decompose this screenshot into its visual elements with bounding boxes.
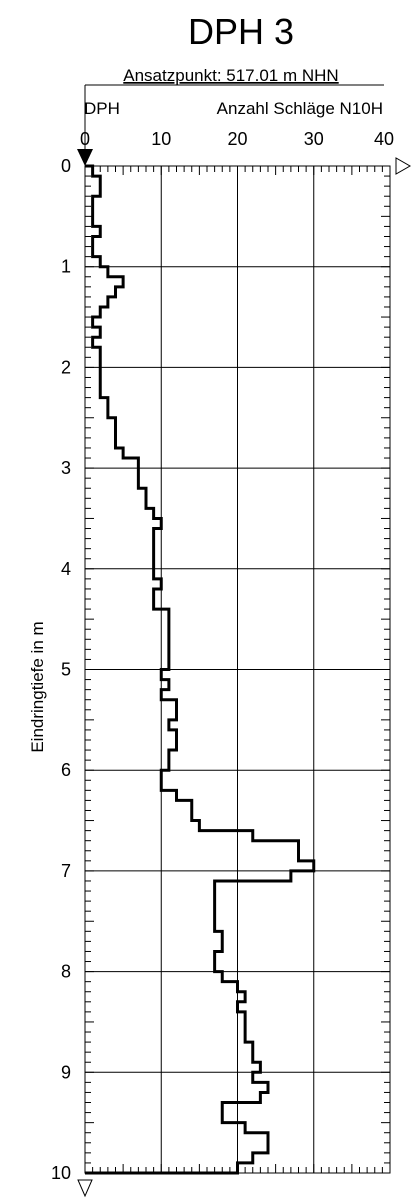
bottom-arrow-icon bbox=[77, 1179, 93, 1198]
y-tick-label: 8 bbox=[61, 962, 71, 982]
start-marker-icon bbox=[77, 149, 93, 166]
x-axis-label: Anzahl Schläge N10H bbox=[217, 99, 383, 118]
y-tick-label: 7 bbox=[61, 861, 71, 881]
blow-count-line bbox=[85, 164, 316, 1175]
y-tick-label: 5 bbox=[61, 660, 71, 680]
x-tick-label: 10 bbox=[151, 129, 171, 149]
x-tick-label: 20 bbox=[227, 129, 247, 149]
y-tick-label: 4 bbox=[61, 559, 71, 579]
chart-title: DPH 3 bbox=[188, 11, 294, 52]
chart-subtitle: Ansatzpunkt: 517.01 m NHN bbox=[123, 66, 338, 85]
x-tick-label: 40 bbox=[374, 129, 394, 149]
grid-lines bbox=[85, 166, 390, 1173]
blow-count-profile bbox=[85, 164, 316, 1175]
x-tick-label: 30 bbox=[304, 129, 324, 149]
y-axis-label: Eindringtiefe in m bbox=[28, 621, 47, 752]
y-tick-label: 6 bbox=[61, 760, 71, 780]
y-tick-label: 1 bbox=[61, 257, 71, 277]
y-tick-label: 3 bbox=[61, 458, 71, 478]
y-tick-label: 10 bbox=[51, 1163, 71, 1183]
y-tick-label: 9 bbox=[61, 1062, 71, 1082]
axis-minor-ticks bbox=[85, 166, 390, 1173]
y-tick-label: 0 bbox=[61, 156, 71, 176]
probe-label: DPH bbox=[84, 99, 120, 118]
y-tick-label: 2 bbox=[61, 357, 71, 377]
right-arrow-icon bbox=[395, 157, 412, 175]
